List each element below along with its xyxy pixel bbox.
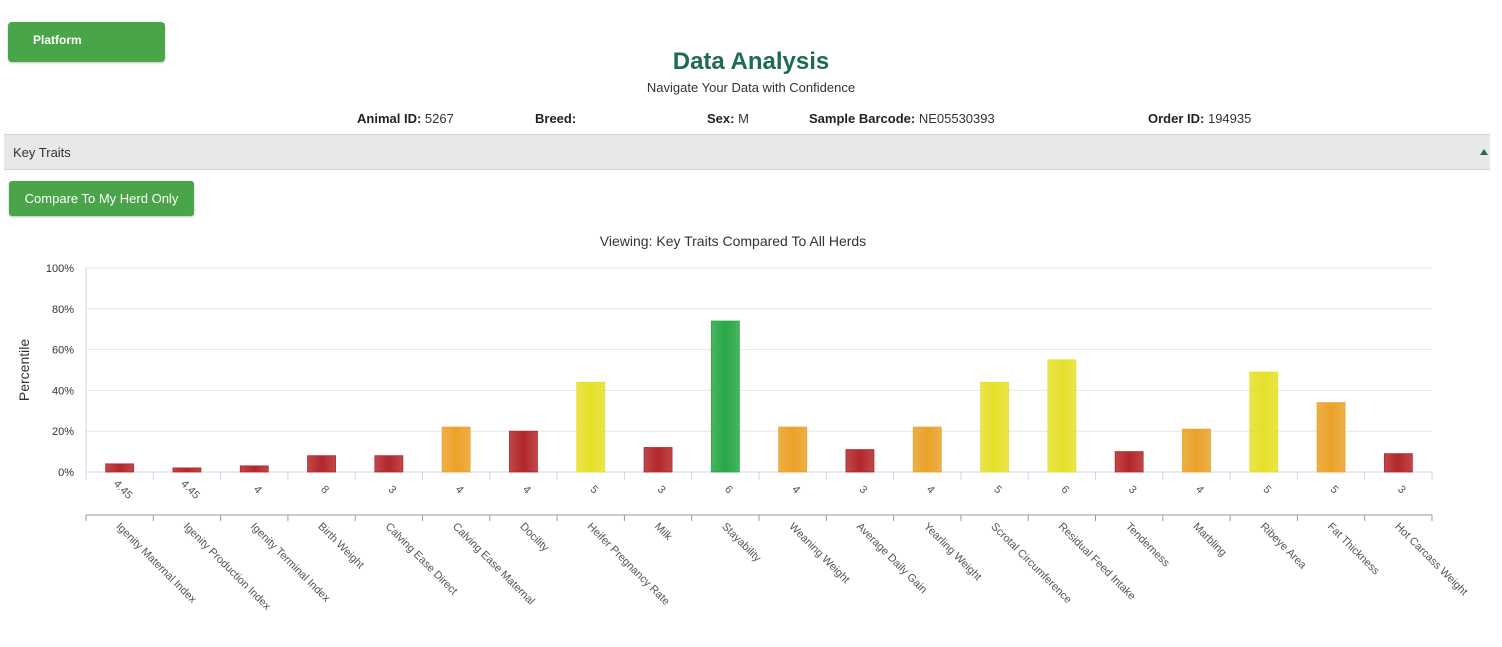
bar-ribeye-area (1249, 371, 1279, 473)
bar-tenderness (1114, 451, 1144, 473)
sample-barcode-label: Sample Barcode: (809, 111, 916, 126)
category-label: Yearling Weight (921, 521, 984, 584)
score-label: 6 (1059, 483, 1072, 496)
score-label: 4.45 (178, 478, 202, 502)
order-id-value: 194935 (1207, 111, 1252, 126)
bar-igenity-maternal-index (105, 463, 135, 473)
bar-marbling (1182, 428, 1211, 473)
collapse-arrow-icon[interactable] (1480, 149, 1488, 155)
category-label: Milk (652, 521, 675, 544)
score-label: 4 (453, 483, 466, 496)
score-label: 5 (1328, 483, 1341, 496)
bar-residual-feed-intake (1047, 359, 1077, 473)
key-traits-section-header[interactable]: Key Traits (4, 134, 1490, 170)
sample-barcode-value: NE05530393 (918, 111, 995, 126)
bar-stayability (710, 320, 740, 473)
key-traits-chart: Viewing: Key Traits Compared To All Herd… (16, 233, 1470, 613)
bar-hot-carcass-weight (1383, 453, 1413, 473)
category-label: Birth Weight (315, 521, 366, 572)
compare-to-my-herd-button[interactable]: Compare To My Herd Only (9, 181, 194, 216)
bar-fat-thickness (1316, 402, 1346, 473)
category-label: Marbling (1190, 521, 1228, 559)
category-label: Residual Feed Intake (1056, 521, 1138, 603)
bar-docility (509, 430, 538, 473)
score-label: 3 (1126, 483, 1139, 496)
bar-average-daily-gain (845, 449, 875, 473)
category-label: Average Daily Gain (854, 521, 929, 596)
bar-igenity-terminal-index (239, 465, 269, 473)
platform-button[interactable]: Platform (8, 22, 165, 62)
score-label: 3 (1395, 483, 1408, 496)
order-id-label: Order ID: (1148, 111, 1205, 126)
bar-birth-weight (307, 455, 336, 473)
y-tick-label: 60% (52, 345, 74, 357)
category-label: Weaning Weight (787, 521, 852, 586)
bar-weaning-weight (778, 426, 808, 473)
bar-yearling-weight (912, 426, 942, 473)
y-tick-label: 40% (52, 385, 74, 397)
category-label: Docility (517, 521, 551, 555)
score-label: 3 (655, 483, 668, 496)
category-label: Hot Carcass Weight (1392, 521, 1470, 599)
y-axis-label: Percentile (16, 339, 32, 401)
y-tick-label: 80% (52, 304, 74, 316)
score-label: 4 (251, 483, 264, 496)
order-id-info: Order ID: 194935 (1148, 111, 1251, 126)
page-subtitle: Navigate Your Data with Confidence (646, 80, 856, 95)
category-label: Tenderness (1123, 521, 1172, 570)
score-label: 5 (587, 483, 600, 496)
sex-label: Sex: (707, 111, 735, 126)
score-label: 5 (1260, 483, 1273, 496)
bar-heifer-pregnancy-rate (576, 381, 606, 473)
animal-id-label: Animal ID: (357, 111, 422, 126)
chart-title: Viewing: Key Traits Compared To All Herd… (600, 233, 866, 249)
y-tick-label: 100% (46, 263, 74, 275)
score-label: 6 (722, 483, 735, 496)
animal-id-info: Animal ID: 5267 (357, 111, 454, 126)
y-tick-label: 20% (52, 426, 74, 438)
category-label: Ribeye Area (1258, 521, 1309, 572)
page-title: Data Analysis (672, 48, 830, 75)
score-label: 4 (789, 483, 802, 496)
y-tick-label: 0% (58, 467, 74, 479)
bar-milk (643, 447, 673, 473)
score-label: 8 (318, 483, 331, 496)
score-label: 5 (991, 483, 1004, 496)
section-title: Key Traits (13, 145, 71, 160)
breed-label: Breed: (535, 111, 577, 126)
category-label: Fat Thickness (1325, 521, 1382, 578)
bar-scrotal-circumference (980, 381, 1009, 473)
bar-igenity-production-index (172, 467, 202, 473)
score-label: 4 (924, 483, 937, 496)
score-label: 4.45 (111, 478, 135, 502)
score-label: 3 (857, 483, 870, 496)
score-label: 4 (520, 483, 533, 496)
sex-value: M (738, 111, 749, 126)
category-label: Calving Ease Direct (383, 521, 460, 598)
score-label: 4 (1193, 483, 1206, 496)
sex-info: Sex: M (707, 111, 749, 126)
animal-id-value: 5267 (424, 111, 454, 126)
bar-calving-ease-maternal (441, 426, 471, 473)
bar-calving-ease-direct (374, 455, 404, 473)
sample-barcode-info: Sample Barcode: NE05530393 (809, 111, 995, 126)
score-label: 3 (386, 483, 399, 496)
breed-info: Breed: (535, 111, 576, 126)
category-label: Stayability (719, 521, 763, 565)
